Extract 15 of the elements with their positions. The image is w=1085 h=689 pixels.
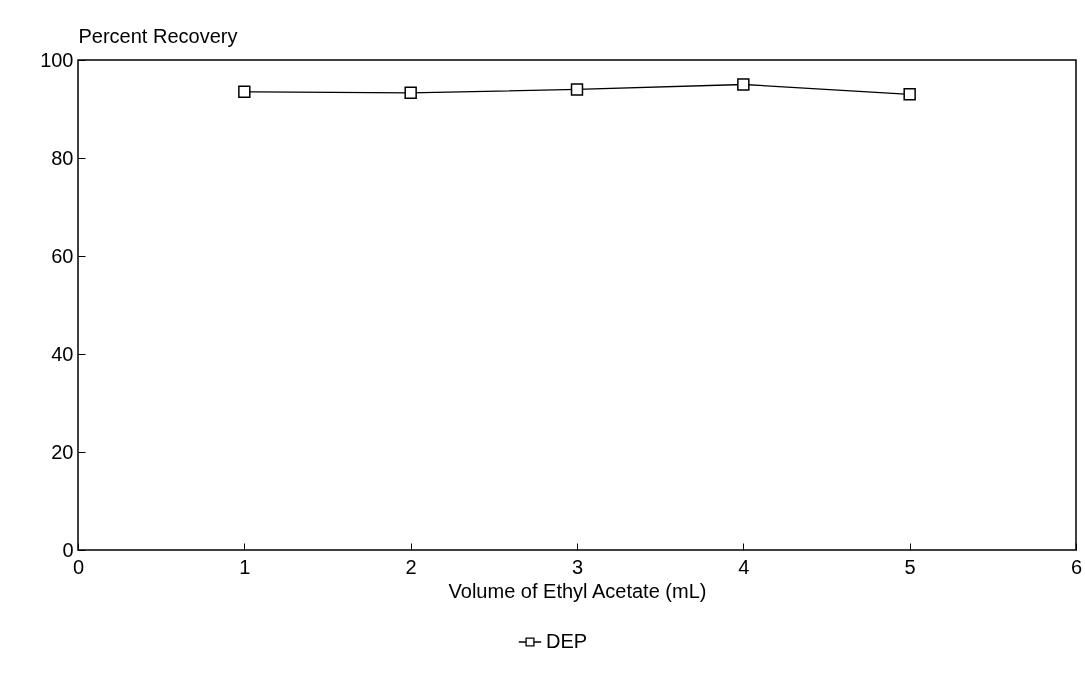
x-tick-label: 2 [405,555,417,578]
x-tick-label: 5 [904,555,916,578]
x-tick-label: 3 [571,555,584,578]
x-tick-label: 1 [239,555,251,578]
x-axis-title: Volume of Ethyl Acetate (mL) [448,579,707,602]
y-tick-label: 40 [51,342,74,365]
y-tick-label: 100 [40,48,74,71]
y-tick-label: 20 [51,440,74,463]
x-tick-label: 6 [1070,555,1083,578]
y-tick-label: 80 [51,146,74,169]
y-axis-title: Percent Recovery [78,24,238,47]
y-tick-label: 60 [51,244,74,267]
x-tick-label: 4 [738,555,750,578]
y-tick-label: 0 [62,538,74,561]
legend-label: DEP [546,630,588,652]
